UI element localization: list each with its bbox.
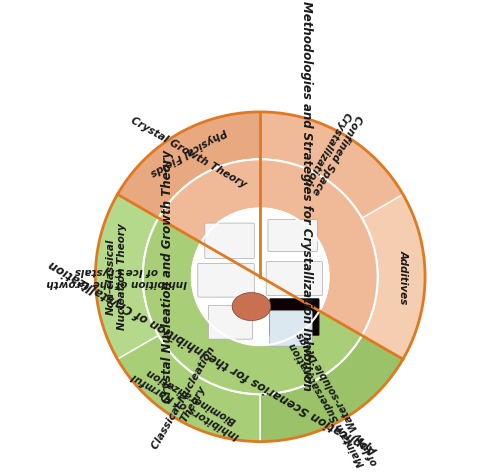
FancyBboxPatch shape [270,311,312,346]
Polygon shape [142,218,362,394]
Text: Physical Fields: Physical Fields [148,127,228,178]
FancyBboxPatch shape [198,264,254,297]
Text: Crystal Nucleation and Growth Theory: Crystal Nucleation and Growth Theory [161,150,174,403]
Text: Non-classical
Nucleation Theory: Non-classical Nucleation Theory [106,223,127,330]
Polygon shape [158,159,378,336]
FancyBboxPatch shape [270,299,319,336]
FancyBboxPatch shape [268,219,318,252]
Text: Application Scenarios for the Inhibition of Crystallization: Application Scenarios for the Inhibition… [47,257,380,457]
Text: Confined Space
Crystallization: Confined Space Crystallization [300,108,364,197]
Polygon shape [118,336,260,442]
Polygon shape [142,159,260,394]
Text: Methodologies and Strategies for Crystallization Inhibition: Methodologies and Strategies for Crystal… [300,1,313,391]
Text: Crystal Growth Theory: Crystal Growth Theory [129,115,248,190]
Text: Inhibitors of Harmful
Biomineralization: Inhibitors of Harmful Biomineralization [130,361,246,441]
FancyBboxPatch shape [208,306,252,339]
Text: Classical Nucleation
Theory: Classical Nucleation Theory [150,346,227,457]
Polygon shape [118,336,260,442]
Polygon shape [96,194,158,359]
FancyBboxPatch shape [205,223,254,258]
Circle shape [192,209,328,345]
Polygon shape [260,112,403,218]
Text: Additives: Additives [399,250,409,304]
Polygon shape [118,112,260,218]
Text: Inhibition of the Growth
of Ice Crystals: Inhibition of the Growth of Ice Crystals [46,266,186,288]
Polygon shape [260,336,403,442]
Ellipse shape [232,292,270,320]
Text: Maintain Supersaturation
of Low Water-soluble Drugs: Maintain Supersaturation of Low Water-so… [284,330,380,473]
Polygon shape [362,194,425,359]
FancyBboxPatch shape [266,262,322,295]
Polygon shape [96,194,158,359]
Polygon shape [118,112,260,218]
